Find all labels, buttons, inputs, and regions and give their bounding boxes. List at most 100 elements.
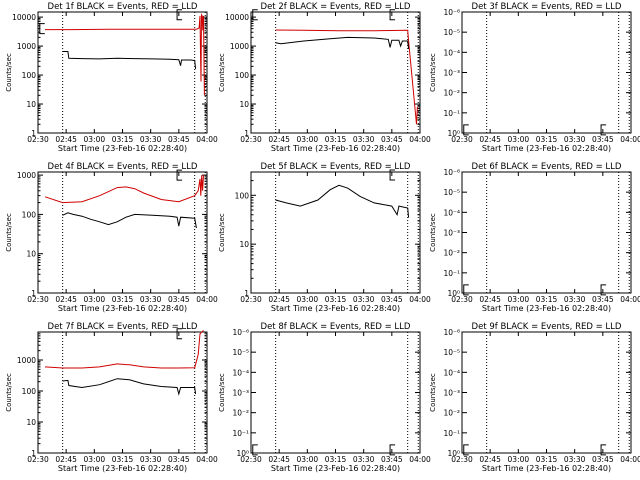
- y-axis-label: Counts/sec: [429, 373, 437, 412]
- error-bracket-marker: [252, 444, 258, 456]
- x-tick-label: 03:15: [325, 295, 347, 304]
- error-bracket-marker: [252, 9, 258, 21]
- events-series-line: [275, 36, 410, 49]
- plot-frame: [37, 171, 208, 294]
- y-tick-label: 10⁻⁶: [443, 328, 460, 337]
- chart-det-8: Det 8f BLACK = Events, RED = LLD 02:30 02:…: [218, 322, 431, 473]
- x-tick-label: 02:45: [479, 135, 501, 144]
- y-tick-label: 10⁻²: [232, 409, 249, 418]
- y-tick-label: 10⁻⁶: [443, 8, 460, 17]
- chart-det-1: Det 1f BLACK = Events, RED = LLD 02:30 02:…: [5, 2, 218, 153]
- y-tick-label: 10⁻⁶: [232, 328, 249, 337]
- x-tick-label: 03:45: [168, 135, 190, 144]
- chart-title: Det 2f BLACK = Events, RED = LLD: [261, 2, 411, 12]
- chart-det-3: Det 3f BLACK = Events, RED = LLD 02:30 02:…: [429, 2, 640, 153]
- x-tick-label: 03:30: [140, 455, 162, 464]
- x-tick-label: 03:00: [508, 135, 530, 144]
- x-tick-label: 02:30: [27, 455, 49, 464]
- x-tick-label: 03:30: [353, 135, 375, 144]
- chart-title: Det 9f BLACK = Events, RED = LLD: [472, 322, 622, 332]
- y-axis-label: Counts/sec: [429, 213, 437, 252]
- y-tick-label: 10⁻⁵: [443, 348, 460, 357]
- x-tick-label: 03:45: [168, 455, 190, 464]
- x-tick-label: 04:00: [409, 455, 431, 464]
- x-tick-label: 02:45: [479, 455, 501, 464]
- y-tick-label: 10: [239, 240, 249, 249]
- y-tick-label: 1: [31, 129, 36, 138]
- x-tick-label: 03:00: [508, 455, 530, 464]
- x-tick-label: 04:00: [620, 455, 640, 464]
- lld-series-line: [45, 13, 205, 96]
- x-tick-label: 03:45: [592, 455, 614, 464]
- y-tick-label: 10: [26, 100, 36, 109]
- y-tick-label: 1: [244, 129, 249, 138]
- y-tick-label: 10⁰: [447, 289, 460, 298]
- y-tick-label: 10⁻¹: [443, 429, 460, 438]
- events-series-line: [62, 51, 197, 70]
- x-tick-label: 04:00: [409, 295, 431, 304]
- x-tick-label: 03:30: [564, 135, 586, 144]
- x-tick-label: 04:00: [196, 135, 218, 144]
- y-tick-label: 1000: [17, 171, 36, 180]
- error-bracket-marker: [463, 444, 469, 456]
- chart-title: Det 8f BLACK = Events, RED = LLD: [261, 322, 411, 332]
- x-tick-label: 02:45: [479, 295, 501, 304]
- x-axis-label: Start Time (23-Feb-16 02:28:40): [482, 144, 611, 153]
- lld-series-line: [44, 175, 204, 204]
- x-tick-label: 03:00: [297, 455, 319, 464]
- x-tick-label: 02:30: [27, 295, 49, 304]
- y-tick-label: 10⁻²: [443, 249, 460, 258]
- x-tick-label: 03:00: [84, 295, 106, 304]
- x-tick-label: 03:15: [325, 135, 347, 144]
- y-tick-label: 10⁻⁶: [443, 168, 460, 177]
- y-tick-label: 10⁻²: [443, 409, 460, 418]
- events-series-line: [62, 212, 197, 229]
- y-axis-label: Counts/sec: [218, 53, 226, 92]
- x-tick-label: 03:00: [84, 135, 106, 144]
- y-tick-label: 10: [26, 250, 36, 259]
- x-tick-label: 02:45: [268, 295, 290, 304]
- x-tick-label: 03:15: [536, 455, 558, 464]
- x-axis-label: Start Time (23-Feb-16 02:28:40): [271, 144, 400, 153]
- chart-det-5: Det 5f BLACK = Events, RED = LLD 02:30 02:…: [218, 162, 431, 313]
- x-tick-label: 03:30: [353, 455, 375, 464]
- chart-det-2: Det 2f BLACK = Events, RED = LLD 02:30 02:…: [218, 2, 431, 153]
- x-tick-label: 02:30: [451, 455, 473, 464]
- x-tick-label: 02:45: [268, 455, 290, 464]
- y-axis-label: Counts/sec: [218, 213, 226, 252]
- y-tick-label: 1000: [17, 42, 36, 51]
- y-axis-label: Counts/sec: [5, 213, 13, 252]
- y-tick-label: 10⁻⁴: [443, 368, 460, 377]
- y-tick-label: 10⁻¹: [443, 109, 460, 118]
- x-tick-label: 03:15: [325, 455, 347, 464]
- y-tick-label: 10⁻²: [443, 89, 460, 98]
- x-tick-label: 03:00: [84, 455, 106, 464]
- plot-frame: [250, 171, 421, 294]
- y-tick-label: 100: [22, 71, 37, 80]
- y-tick-label: 10⁻⁵: [232, 348, 249, 357]
- x-tick-label: 03:30: [140, 295, 162, 304]
- y-tick-label: 10⁻⁴: [443, 48, 460, 57]
- y-tick-label: 10⁻⁵: [443, 188, 460, 197]
- error-bracket-marker: [463, 124, 469, 136]
- error-bracket-marker: [600, 124, 607, 136]
- y-tick-label: 10⁻³: [232, 389, 249, 398]
- lld-series-line: [44, 330, 204, 369]
- y-tick-label: 10⁻³: [443, 389, 460, 398]
- x-tick-label: 02:45: [55, 135, 77, 144]
- y-tick-label: 10⁰: [447, 449, 460, 458]
- y-tick-label: 1000: [17, 356, 36, 365]
- error-bracket-marker: [600, 444, 607, 456]
- x-tick-label: 03:15: [536, 135, 558, 144]
- chart-title: Det 6f BLACK = Events, RED = LLD: [472, 162, 622, 172]
- y-tick-label: 10⁻¹: [232, 429, 249, 438]
- error-bracket-marker: [176, 328, 183, 340]
- x-tick-label: 02:30: [451, 295, 473, 304]
- lld-series-line: [275, 29, 418, 125]
- error-bracket-marker: [39, 23, 45, 35]
- y-tick-label: 100: [235, 71, 250, 80]
- chart-det-4: Det 4f BLACK = Events, RED = LLD 02:30 02:…: [5, 162, 218, 313]
- chart-title: Det 4f BLACK = Events, RED = LLD: [48, 162, 198, 172]
- x-axis-label: Start Time (23-Feb-16 02:28:40): [58, 464, 187, 473]
